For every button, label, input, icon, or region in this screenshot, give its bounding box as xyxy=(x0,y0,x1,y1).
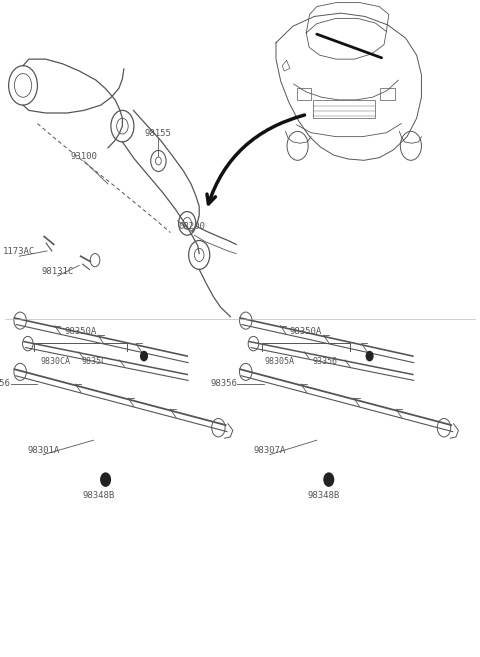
Text: 93356: 93356 xyxy=(0,379,11,388)
Text: 98350A: 98350A xyxy=(290,327,322,336)
Text: 98348B: 98348B xyxy=(82,491,115,501)
Text: 93100: 93100 xyxy=(71,152,97,161)
Text: 93356: 93356 xyxy=(313,357,338,367)
Text: 98350A: 98350A xyxy=(64,327,96,336)
Text: 08200: 08200 xyxy=(179,222,205,231)
Text: 98307A: 98307A xyxy=(253,445,286,455)
Circle shape xyxy=(324,473,334,486)
Text: 98305A: 98305A xyxy=(264,357,294,367)
Text: 9830CA: 9830CA xyxy=(40,357,70,367)
Text: 9835C: 9835C xyxy=(81,357,106,367)
Circle shape xyxy=(366,351,373,361)
Text: 98356: 98356 xyxy=(210,379,237,388)
Circle shape xyxy=(141,351,147,361)
Text: 98301A: 98301A xyxy=(27,445,60,455)
Text: 98131C: 98131C xyxy=(41,267,74,276)
Text: 98348B: 98348B xyxy=(308,491,340,501)
Circle shape xyxy=(101,473,110,486)
Text: 1173AC: 1173AC xyxy=(3,247,36,256)
Text: 98155: 98155 xyxy=(145,129,172,138)
